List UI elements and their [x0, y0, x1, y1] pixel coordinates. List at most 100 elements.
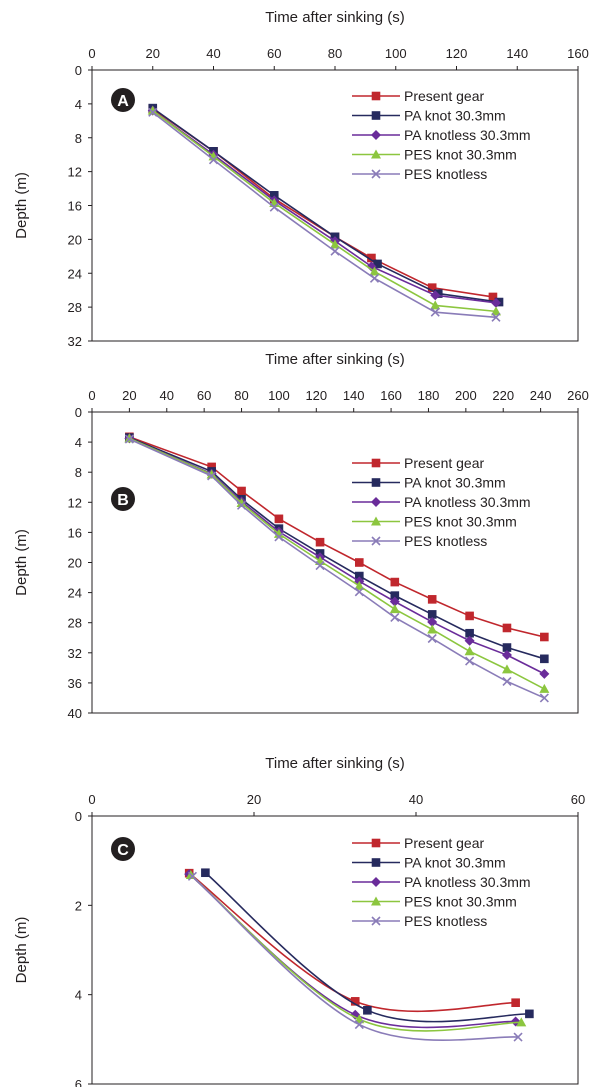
y-axis-title: Depth (m): [13, 917, 30, 984]
legend-label: PA knotless 30.3mm: [404, 494, 531, 510]
panel-badge: [111, 837, 135, 861]
data-point-s4: [124, 434, 134, 444]
series-line-4: [152, 111, 497, 319]
x-tick-label: 0: [88, 46, 95, 61]
y-tick-label: 12: [68, 495, 82, 510]
legend-label: PES knot 30.3mm: [404, 514, 517, 530]
data-point-s2: [490, 297, 501, 308]
data-point-s2: [539, 668, 550, 679]
data-point-s0: [427, 595, 437, 604]
legend-marker: [371, 516, 381, 526]
x-tick-label: 240: [530, 388, 552, 403]
data-point-s4: [491, 312, 501, 322]
data-point-s3: [430, 300, 441, 310]
chart-panel-b: Time after sinking (s)Depth (m)0 20 40 60 80…: [13, 351, 589, 721]
x-tick-label: 40: [409, 792, 423, 807]
x-tick-label: 180: [418, 388, 440, 403]
legend-marker: [371, 111, 381, 120]
x-tick-label: 100: [268, 388, 290, 403]
data-point-s3: [501, 664, 512, 674]
data-point-s1: [540, 654, 549, 664]
data-point-s4: [513, 1032, 523, 1042]
y-tick-label: 32: [68, 334, 82, 349]
data-point-s4: [354, 587, 364, 597]
x-tick-label: 20: [247, 792, 261, 807]
x-tick-label: 20: [146, 46, 160, 61]
x-tick-label: 60: [571, 792, 585, 807]
y-tick-label: 24: [68, 586, 82, 601]
y-tick-label: 4: [75, 97, 82, 112]
legend-label: PES knot 30.3mm: [404, 894, 517, 910]
data-point-s3: [206, 469, 217, 479]
x-tick-label: 80: [328, 46, 342, 61]
data-point-s4: [369, 273, 380, 283]
data-point-s2: [464, 635, 475, 646]
legend-marker: [371, 91, 381, 101]
panel-badge: [111, 88, 135, 112]
x-axis-title: Time after sinking (s): [265, 9, 404, 26]
legend-label: PA knotless 30.3mm: [404, 874, 531, 890]
y-tick-label: 40: [68, 706, 82, 721]
data-point-s4: [148, 107, 158, 117]
y-tick-label: 2: [75, 898, 82, 913]
y-tick-label: 28: [68, 616, 82, 631]
data-point-s4: [269, 202, 279, 212]
y-tick-label: 16: [68, 525, 82, 540]
x-tick-label: 100: [385, 46, 407, 61]
legend-marker: [371, 169, 381, 179]
x-axis-title: Time after sinking (s): [265, 755, 404, 772]
data-point-s0: [237, 486, 246, 496]
x-axis-title: Time after sinking (s): [265, 351, 404, 368]
panel-badge: [111, 487, 135, 511]
data-point-s2: [427, 616, 438, 627]
legend-label: PA knotless 30.3mm: [404, 127, 531, 143]
data-point-s3: [354, 580, 365, 590]
x-tick-label: 80: [234, 388, 248, 403]
data-point-s0: [390, 577, 400, 587]
y-tick-label: 32: [68, 646, 82, 661]
y-axis-title: Depth (m): [13, 172, 30, 239]
data-point-s3: [427, 624, 438, 634]
legend-marker: [371, 838, 381, 848]
data-point-s0: [511, 998, 520, 1008]
x-tick-label: 0: [88, 792, 95, 807]
data-point-s1: [363, 1005, 372, 1015]
legend-label: PES knotless: [404, 913, 487, 929]
data-point-s4: [187, 871, 198, 881]
data-point-s4: [236, 500, 247, 510]
data-point-s3: [389, 604, 400, 614]
data-point-s0: [540, 632, 549, 642]
x-tick-label: 120: [305, 388, 327, 403]
series-line-4: [191, 875, 519, 1041]
plot-frame: [91, 815, 579, 1085]
x-tick-label: 40: [206, 46, 220, 61]
data-point-s4: [427, 633, 437, 644]
data-point-s4: [330, 246, 340, 256]
x-tick-label: 60: [267, 46, 281, 61]
data-point-s4: [502, 676, 512, 686]
y-tick-label: 24: [68, 266, 82, 281]
data-point-s4: [539, 693, 549, 703]
y-tick-label: 4: [75, 988, 82, 1003]
x-tick-label: 140: [343, 388, 365, 403]
chart-panel-c: Time after sinking (s) Depth (m) 0 20 40 60 0 2…: [13, 755, 585, 1087]
panel-label: A: [117, 93, 129, 110]
x-tick-label: 120: [446, 46, 468, 61]
y-tick-label: 20: [68, 556, 82, 571]
data-point-s4: [208, 155, 219, 165]
legend-marker: [371, 458, 381, 468]
data-point-s0: [274, 514, 284, 524]
data-point-s4: [354, 1020, 364, 1030]
data-point-s3: [490, 306, 501, 316]
x-tick-label: 40: [160, 388, 174, 403]
data-point-s4: [465, 656, 475, 666]
data-point-s3: [464, 646, 475, 656]
legend-label: PES knotless: [404, 533, 487, 549]
data-point-s2: [389, 596, 400, 607]
y-tick-label: 12: [68, 165, 82, 180]
y-tick-label: 6: [75, 1077, 82, 1087]
x-tick-label: 60: [197, 388, 211, 403]
data-point-s3: [330, 239, 340, 249]
legend-label: PES knotless: [404, 166, 487, 182]
